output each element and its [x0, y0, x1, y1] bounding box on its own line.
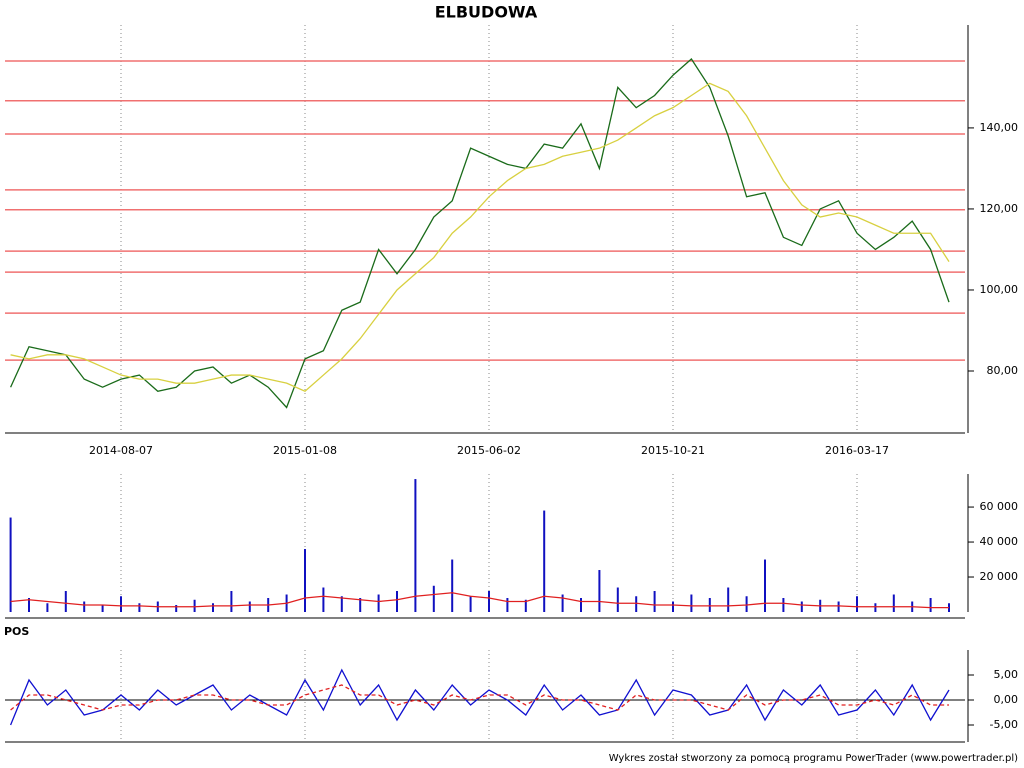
volume-bar [9, 517, 12, 612]
volume-bar [506, 598, 509, 612]
volume-bar [929, 598, 932, 612]
series-line [10, 82, 950, 393]
volume-bar [727, 587, 730, 612]
y-tick-label: 80,00 [987, 364, 1019, 377]
volume-bar [193, 599, 196, 612]
volume-bar [782, 598, 785, 612]
volume-bar [340, 596, 343, 612]
volume-bar [304, 549, 306, 612]
y-tick-label: 60 000 [980, 500, 1019, 513]
volume-bar [28, 598, 30, 612]
x-tick-label: 2014-08-07 [89, 444, 153, 457]
volume-bar [451, 559, 454, 612]
x-tick-label: 2015-10-21 [641, 444, 705, 457]
x-tick-label: 2015-01-08 [273, 444, 337, 457]
series-line [10, 592, 949, 609]
volume-bar [488, 591, 490, 612]
y-tick-label: 140,00 [980, 121, 1019, 134]
x-tick-label: 2015-06-02 [457, 444, 521, 457]
y-tick-label: 40 000 [980, 535, 1019, 548]
volume-bar [543, 510, 546, 612]
volume-bar [874, 603, 877, 612]
volume-bar [377, 594, 380, 612]
volume-bar [46, 603, 49, 612]
volume-bar [580, 598, 582, 612]
volume-bar [175, 605, 178, 612]
volume-bar [837, 601, 840, 612]
volume-bar [690, 594, 693, 612]
volume-bar [708, 598, 711, 612]
volume-bar [672, 601, 674, 612]
volume-bar [138, 603, 141, 612]
volume-bar [396, 591, 398, 612]
x-tick-label: 2016-03-17 [825, 444, 889, 457]
volume-bar [800, 601, 803, 612]
volume-bar [524, 599, 527, 612]
footer: Wykres został stworzony za pomocą progra… [609, 753, 1018, 764]
volume-bar [561, 594, 564, 612]
volume-bar [64, 591, 67, 612]
volume-bar [83, 601, 86, 612]
y-tick-label: -5,00 [990, 718, 1018, 731]
chart-title: ELBUDOWA [435, 3, 538, 22]
y-tick-label: 120,00 [980, 202, 1019, 215]
volume-bar [248, 601, 251, 612]
volume-bar [432, 585, 435, 612]
volume-bar [359, 598, 362, 612]
volume-bar [745, 596, 748, 612]
series-line [10, 58, 950, 409]
volume-bar [892, 594, 895, 612]
volume-bar [120, 596, 122, 612]
volume-bar [764, 559, 766, 612]
volume-bar [653, 591, 656, 612]
panel-title: POS [4, 625, 29, 638]
volume-bar [101, 605, 104, 612]
volume-bar [212, 603, 214, 612]
volume-bar [469, 596, 472, 612]
y-tick-label: 100,00 [980, 283, 1019, 296]
volume-bar [230, 591, 233, 612]
y-tick-label: 5,00 [994, 668, 1019, 681]
y-tick-label: 20 000 [980, 570, 1019, 583]
series-line [10, 684, 949, 711]
y-tick-label: 0,00 [994, 693, 1019, 706]
volume-bar [616, 587, 619, 612]
volume-bar [322, 587, 325, 612]
volume-bar [414, 479, 417, 612]
volume-bar [856, 596, 858, 612]
volume-bar [598, 570, 601, 612]
volume-bar [635, 596, 638, 612]
